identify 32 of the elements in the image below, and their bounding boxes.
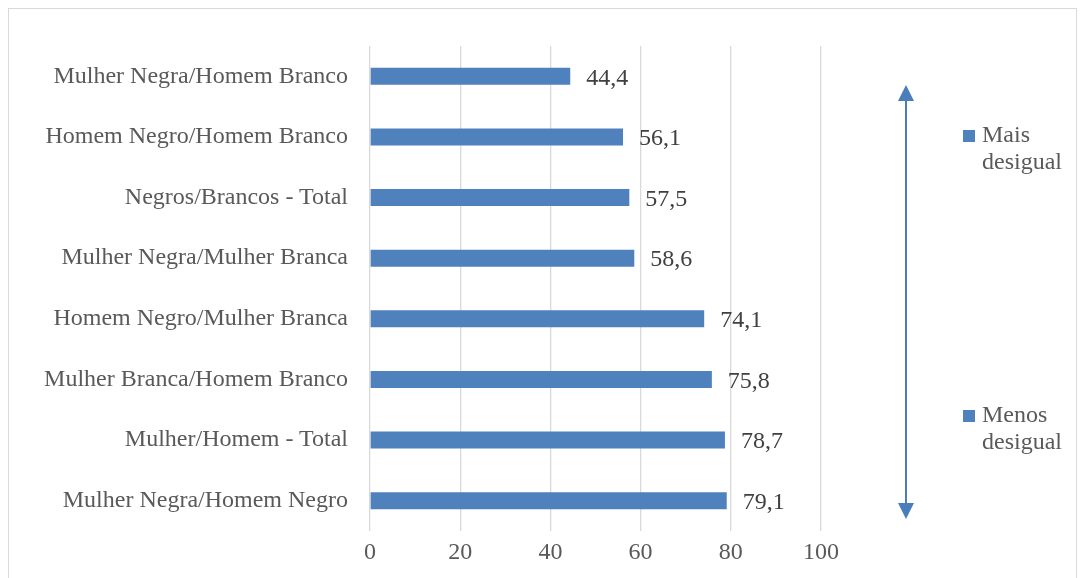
bar <box>370 310 705 328</box>
data-label: 78,7 <box>740 427 783 454</box>
x-tick-label: 0 <box>364 537 376 564</box>
bar <box>370 249 635 267</box>
data-label: 79,1 <box>742 487 785 514</box>
x-tick-label: 40 <box>538 537 563 564</box>
text: Menos desigual <box>982 401 1063 455</box>
y-tick-label: Homem Negro/Homem Branco <box>45 122 348 149</box>
data-label: 58,6 <box>650 245 693 272</box>
data-label: 44,4 <box>586 63 629 90</box>
y-tick-label: Homem Negro/Mulher Branca <box>53 304 349 331</box>
y-tick-label: Mulher Negra/Homem Negro <box>62 485 348 512</box>
y-tick-label: Mulher Negra/Mulher Branca <box>61 243 349 270</box>
data-label: 75,8 <box>727 366 770 393</box>
bar <box>370 370 712 388</box>
data-label: 57,5 <box>645 184 688 211</box>
data-label: 74,1 <box>720 306 763 333</box>
data-label: 56,1 <box>639 124 682 151</box>
x-tick-label: 60 <box>628 537 653 564</box>
y-tick-label: Mulher Branca/Homem Branco <box>44 364 348 391</box>
x-tick-label: 20 <box>448 537 473 564</box>
y-tick-label: Negros/Brancos - Total <box>124 182 349 209</box>
bar <box>370 431 725 449</box>
bar <box>370 67 571 85</box>
x-tick-label: 80 <box>718 537 743 564</box>
y-tick-label: Mulher Negra/Homem Branco <box>53 61 348 88</box>
bar <box>370 189 630 207</box>
bar <box>370 128 624 146</box>
bar <box>370 492 727 510</box>
text: Mais desigual <box>982 121 1063 175</box>
y-tick-label: Mulher/Homem - Total <box>124 425 349 452</box>
x-tick-label: 100 <box>803 537 839 564</box>
